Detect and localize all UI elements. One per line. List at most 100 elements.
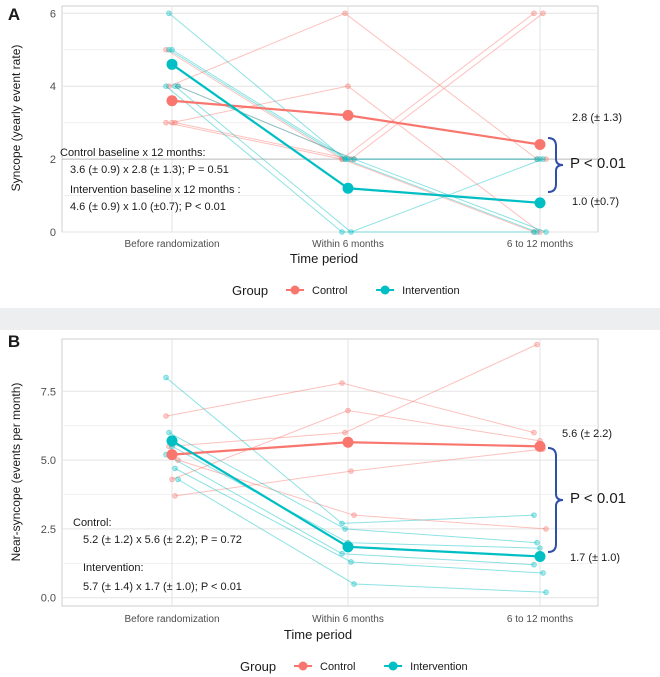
individual-point-control	[543, 526, 549, 532]
mean-point-control	[534, 139, 546, 151]
legend-label-control: Control	[320, 661, 355, 673]
x-tick-label: Before randomization	[124, 614, 219, 625]
individual-line-control	[177, 459, 547, 530]
individual-point-intervention	[351, 156, 357, 162]
individual-point-intervention	[537, 545, 543, 551]
individual-point-intervention	[531, 561, 537, 568]
x-tick-label: Within 6 months	[312, 614, 384, 625]
y-tick-label: 2.5	[41, 524, 56, 536]
mean-point-intervention	[166, 58, 178, 70]
individual-point-intervention	[342, 526, 348, 532]
annotation-control-title: Control baseline x 12 months:	[60, 147, 206, 159]
individual-point-intervention	[175, 83, 181, 89]
mean-point-control	[342, 109, 354, 121]
mean-point-intervention	[534, 550, 546, 562]
annotation-control-stats: 3.6 (± 0.9) x 2.8 (± 1.3); P = 0.51	[70, 164, 229, 176]
individual-point-intervention	[348, 229, 354, 235]
individual-lines	[163, 341, 549, 596]
value-label-intervention: 1.7 (± 1.0)	[570, 552, 620, 564]
individual-point-control	[342, 10, 348, 17]
individual-point-intervention	[531, 512, 537, 518]
legend-title: Group	[232, 283, 268, 298]
mean-point-intervention	[342, 182, 354, 194]
grid	[62, 339, 598, 606]
individual-line-control	[165, 382, 535, 434]
individual-point-control	[540, 10, 546, 17]
mean-point-control	[342, 436, 354, 448]
series-intervention	[166, 58, 546, 209]
individual-point-intervention	[339, 229, 345, 235]
value-label-control: 5.6 (± 2.2)	[562, 428, 612, 440]
annotation-control-title: Control:	[73, 517, 112, 529]
y-tick-label: 0.0	[41, 593, 56, 605]
legend-label-intervention: Intervention	[402, 285, 459, 297]
individual-line-intervention	[168, 12, 538, 233]
individual-point-intervention	[342, 156, 348, 162]
individual-point-intervention	[339, 550, 345, 557]
y-tick-label: 4	[50, 81, 56, 93]
mean-point-intervention	[166, 435, 178, 447]
x-axis-title: Time period	[284, 627, 352, 642]
individual-point-intervention	[166, 46, 172, 53]
series-intervention	[166, 435, 546, 562]
individual-point-control	[531, 429, 537, 436]
individual-point-intervention	[163, 374, 169, 381]
individual-point-intervention	[339, 520, 345, 527]
mean-point-intervention	[534, 197, 546, 209]
significance-brace	[547, 137, 564, 193]
individual-point-intervention	[540, 570, 546, 576]
legend-label-control: Control	[312, 285, 347, 297]
mean-point-control	[534, 440, 546, 452]
individual-point-intervention	[348, 559, 354, 565]
individual-point-intervention	[172, 465, 178, 472]
y-tick-label: 6	[50, 8, 56, 20]
mean-point-control	[166, 95, 178, 107]
individual-lines	[163, 10, 549, 235]
individual-point-intervention	[543, 229, 549, 235]
annotation-intervention-stats: 5.7 (± 1.4) x 1.7 (± 1.0); P < 0.01	[83, 581, 242, 593]
legend-key-point	[380, 285, 390, 295]
x-tick-label: 6 to 12 months	[507, 239, 573, 250]
individual-line-control	[168, 344, 538, 447]
panel-separator	[0, 308, 660, 330]
x-tick-label: Before randomization	[124, 239, 219, 250]
individual-point-control	[531, 10, 537, 17]
chart-panel-b: B 0.0 2.5 5.0 7.5 Before randomization Within …	[8, 332, 626, 674]
x-tick-label: 6 to 12 months	[507, 614, 573, 625]
significance-brace	[547, 447, 564, 553]
individual-point-intervention	[540, 156, 546, 162]
individual-point-control	[342, 429, 348, 436]
series-control	[166, 436, 546, 461]
value-label-control: 2.8 (± 1.3)	[572, 112, 622, 124]
y-tick-label: 7.5	[41, 386, 56, 398]
individual-point-control	[172, 119, 178, 126]
y-tick-label: 5.0	[41, 455, 56, 467]
individual-point-intervention	[531, 229, 537, 235]
legend: Group Control Intervention	[232, 283, 460, 298]
legend-label-intervention: Intervention	[410, 661, 467, 673]
individual-point-control	[351, 512, 357, 518]
individual-line-intervention	[177, 478, 547, 593]
individual-line-intervention	[165, 85, 534, 233]
p-value-label: P < 0.01	[570, 490, 626, 507]
individual-point-control	[339, 380, 345, 386]
individual-line-intervention	[174, 85, 544, 233]
y-tick-label: 0	[50, 227, 56, 239]
individual-point-control	[163, 413, 169, 419]
individual-line-control	[165, 12, 535, 160]
individual-line-control	[165, 122, 535, 233]
plot-area	[61, 338, 599, 607]
individual-point-intervention	[163, 83, 169, 89]
individual-line-control	[168, 12, 538, 160]
individual-line-intervention	[174, 467, 544, 574]
individual-point-control	[172, 493, 178, 499]
y-axis-title: Near-syncope (events per month)	[9, 383, 23, 562]
plot-area	[61, 5, 599, 233]
chart-panel-a: A 0 2 4 6 Before randomization Within 6 months…	[8, 5, 626, 298]
x-tick-label: Within 6 months	[312, 239, 384, 250]
mean-point-control	[166, 449, 178, 461]
individual-point-control	[345, 83, 351, 89]
individual-line-control	[171, 85, 541, 233]
legend-key-point	[298, 661, 308, 671]
